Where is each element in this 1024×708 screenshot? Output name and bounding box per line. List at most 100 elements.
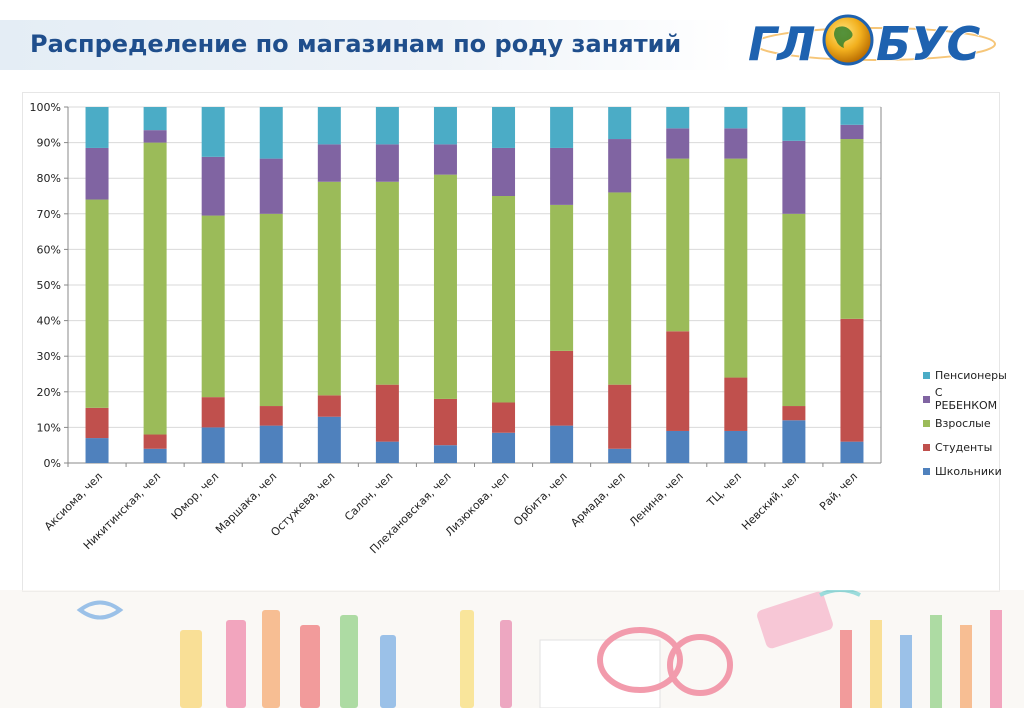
legend-label: Студенты bbox=[935, 440, 993, 454]
bar-segment bbox=[143, 107, 167, 131]
bar-segment bbox=[433, 398, 457, 446]
legend-swatch bbox=[923, 443, 930, 451]
legend-label: С РЕБЕНКОМ bbox=[934, 386, 998, 412]
bar-segment bbox=[724, 107, 748, 129]
bar-segment bbox=[201, 215, 225, 398]
y-tick-label: 30% bbox=[37, 350, 61, 363]
legend-item: Школьники bbox=[923, 459, 1007, 483]
x-tick-label: Маршака, чел bbox=[213, 470, 279, 536]
svg-text:БУС: БУС bbox=[876, 17, 981, 71]
bar-segment bbox=[317, 144, 341, 182]
legend-swatch bbox=[923, 419, 930, 427]
stacked-bar-chart: 0% 10% 20% 30% 40% 50% 60% 70% 80% 90% 100% Аксиома… bbox=[30, 101, 882, 556]
bar-segment bbox=[550, 425, 574, 463]
bar-segment bbox=[259, 406, 283, 426]
bar-segment bbox=[666, 430, 690, 463]
bar-segment bbox=[85, 438, 109, 463]
bar-segment bbox=[433, 107, 457, 145]
bar-segment bbox=[724, 128, 748, 159]
x-tick-label: Армада, чел bbox=[568, 470, 628, 530]
x-tick-label: Орбита, чел bbox=[511, 470, 570, 529]
bar-segment bbox=[782, 140, 806, 214]
bar-segment bbox=[317, 107, 341, 145]
y-tick-label: 70% bbox=[37, 208, 61, 221]
bar-segment bbox=[840, 124, 864, 140]
y-tick-label: 50% bbox=[37, 279, 61, 292]
bar-segment bbox=[375, 144, 399, 182]
bar-segment bbox=[492, 432, 516, 463]
bar-segment bbox=[375, 181, 399, 385]
legend-swatch bbox=[923, 395, 930, 403]
bar-segment bbox=[782, 213, 806, 407]
bar-segment bbox=[492, 147, 516, 196]
bar-segment bbox=[143, 130, 167, 143]
chart-legend: Пенсионеры С РЕБЕНКОМ Взрослые Студенты Школ… bbox=[923, 363, 1007, 483]
bar-segment bbox=[85, 147, 109, 200]
bar-segment bbox=[550, 107, 574, 148]
x-tick-label: Юмор, чел bbox=[169, 470, 221, 522]
bar-segment bbox=[259, 425, 283, 463]
x-tick-label: Рай, чел bbox=[817, 470, 860, 513]
bar-segment bbox=[608, 384, 632, 449]
bar-segment bbox=[608, 192, 632, 385]
y-tick-label: 90% bbox=[37, 137, 61, 150]
bar-segment bbox=[317, 181, 341, 396]
x-tick-label: Лизюкова, чел bbox=[443, 470, 512, 539]
bar-segment bbox=[550, 204, 574, 351]
title-band bbox=[0, 20, 735, 70]
chart-frame: 0% 10% 20% 30% 40% 50% 60% 70% 80% 90% 100% Аксиома… bbox=[22, 92, 1007, 592]
legend-item: Взрослые bbox=[923, 411, 1007, 435]
bar-segment bbox=[666, 158, 690, 332]
bar-segment bbox=[840, 107, 864, 125]
bar-segment bbox=[782, 107, 806, 141]
x-tick-label: Невский, чел bbox=[739, 470, 802, 533]
bar-segment bbox=[666, 128, 690, 159]
bar-segment bbox=[840, 139, 864, 319]
bar-segment bbox=[433, 144, 457, 175]
legend-swatch bbox=[923, 371, 930, 379]
bar-segment bbox=[201, 107, 225, 157]
bar-segment bbox=[840, 441, 864, 463]
bar-segment bbox=[608, 107, 632, 140]
bar-segment bbox=[317, 395, 341, 417]
bar-segment bbox=[492, 107, 516, 148]
bar-segment bbox=[375, 441, 399, 463]
bar-segment bbox=[375, 384, 399, 442]
bar-segment bbox=[143, 448, 167, 463]
bar-segment bbox=[143, 434, 167, 449]
y-tick-label: 60% bbox=[37, 243, 61, 256]
bar-segment bbox=[85, 107, 109, 148]
legend-swatch bbox=[923, 467, 930, 475]
bar-segment bbox=[259, 107, 283, 159]
bar-segment bbox=[724, 158, 748, 378]
bar-segment bbox=[666, 331, 690, 431]
y-tick-label: 80% bbox=[37, 172, 61, 185]
x-tick-label: Аксиома, чел bbox=[42, 470, 105, 533]
x-tick-label: Остужева, чел bbox=[268, 470, 337, 539]
bar-segment bbox=[201, 397, 225, 428]
bar-segment bbox=[840, 318, 864, 442]
bar-segment bbox=[85, 407, 109, 439]
legend-label: Школьники bbox=[935, 464, 1002, 478]
bar-segment bbox=[608, 448, 632, 463]
bar-segment bbox=[782, 406, 806, 421]
bar-segment bbox=[666, 107, 690, 129]
y-tick-label: 20% bbox=[37, 386, 61, 399]
bar-segment bbox=[201, 427, 225, 463]
bar-segment bbox=[433, 445, 457, 463]
legend-item: Пенсионеры bbox=[923, 363, 1007, 387]
bar-segment bbox=[492, 196, 516, 403]
bar-segment bbox=[724, 377, 748, 431]
slide-title: Распределение по магазинам по роду занят… bbox=[30, 30, 682, 58]
svg-text:ГЛ: ГЛ bbox=[748, 17, 816, 71]
bar-segment bbox=[201, 156, 225, 216]
bar-segment bbox=[492, 402, 516, 433]
legend-item: С РЕБЕНКОМ bbox=[923, 386, 1007, 412]
bar-segment bbox=[550, 350, 574, 426]
stationery-decoration bbox=[0, 590, 1024, 708]
bar-segment bbox=[433, 174, 457, 399]
bar-segment bbox=[259, 213, 283, 407]
y-tick-label: 40% bbox=[37, 315, 61, 328]
x-tick-label: Ленина, чел bbox=[627, 470, 686, 529]
x-tick-label: Салон, чел bbox=[342, 470, 396, 524]
